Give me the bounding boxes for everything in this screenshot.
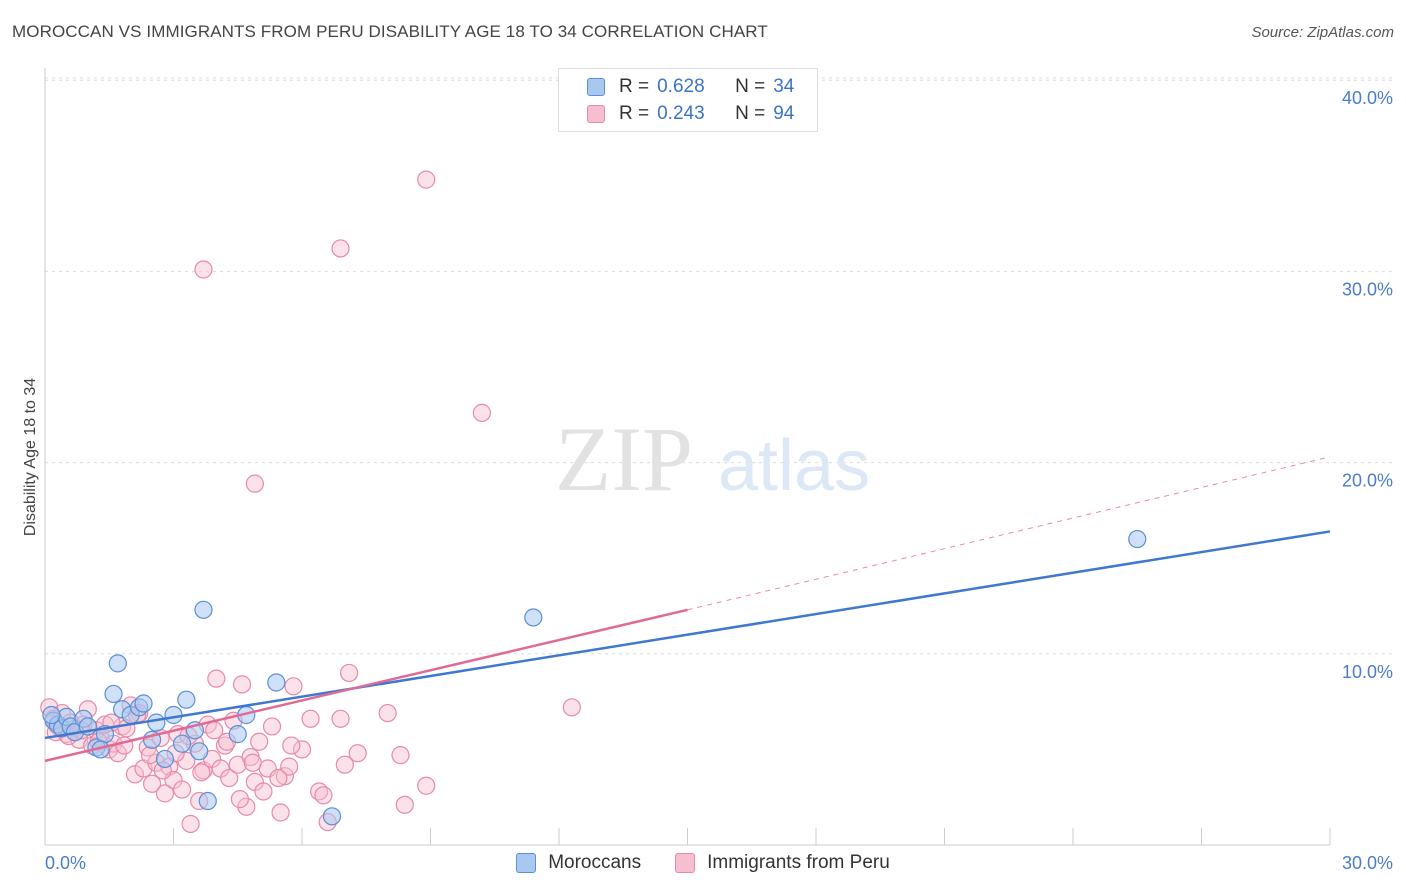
peru-point [142, 774, 162, 793]
peru-point [192, 763, 211, 782]
grid-lines [45, 77, 1392, 655]
legend-r-label: R = [619, 103, 650, 124]
peru-point [301, 709, 320, 728]
peru-point [417, 170, 436, 189]
tick-labels: 10.0% 20.0% 30.0% 40.0% 0.0% 30.0% [45, 88, 1393, 873]
peru-point [472, 403, 491, 422]
y-axis-label: Disability Age 18 to 34 [22, 378, 39, 536]
watermark-zip: ZIP [555, 408, 693, 510]
peru-points [40, 170, 581, 834]
peru-point [292, 740, 312, 759]
peru-point [194, 260, 213, 279]
legend-swatch-blue [516, 853, 537, 873]
peru-point [331, 239, 350, 258]
peru-point [378, 703, 397, 723]
legend-n-value: 94 [773, 103, 795, 124]
peru-point [232, 675, 252, 694]
source-credit: Source: ZipAtlas.com [1251, 24, 1394, 41]
peru-point [275, 767, 294, 786]
peru-point [207, 669, 226, 688]
legend-label-moroccans: Moroccans [548, 852, 642, 873]
moroccan-point [134, 694, 153, 713]
peru-point [280, 757, 299, 776]
peru-point [340, 663, 359, 683]
peru-point [269, 768, 288, 788]
moroccan-point [172, 734, 192, 753]
moroccan-point [104, 684, 123, 704]
series-legend: Moroccans Immigrants from Peru [0, 852, 1406, 874]
x-tick-label: 30.0% [1342, 853, 1393, 873]
peru-point [262, 717, 282, 736]
peru-point [172, 780, 192, 799]
peru-point [245, 474, 264, 493]
legend-swatch-pink [587, 105, 605, 123]
moroccan-point [147, 713, 166, 732]
chart-title: MOROCCAN VS IMMIGRANTS FROM PERU DISABIL… [12, 22, 768, 41]
peru-point [314, 786, 333, 805]
legend-swatch-blue [587, 78, 605, 96]
moroccan-point [177, 690, 196, 709]
moroccan-point [190, 742, 209, 761]
legend-n-label: N = [735, 103, 766, 124]
watermark: ZIP atlas [555, 408, 870, 510]
watermark-atlas: atlas [718, 426, 870, 506]
moroccan-trend-line [44, 530, 1331, 740]
legend-r-value: 0.243 [657, 103, 705, 124]
legend-row-moroccans: R = 0.628 N = 34 [587, 75, 794, 99]
peru-point [140, 746, 160, 765]
y-tick-label: 40.0% [1342, 88, 1393, 108]
peru-point [391, 746, 410, 765]
moroccan-point [524, 608, 543, 627]
moroccan-point [155, 749, 175, 769]
legend-item-peru: Immigrants from Peru [675, 852, 890, 874]
legend-label-peru: Immigrants from Peru [707, 852, 890, 873]
peru-point [243, 753, 262, 772]
peru-point [282, 736, 301, 755]
peru-point [220, 768, 239, 788]
legend-r-label: R = [619, 76, 650, 97]
peru-point [155, 784, 175, 803]
peru-point [181, 814, 200, 834]
peru-point [417, 776, 436, 795]
peru-point [335, 755, 354, 774]
moroccan-point [1128, 529, 1147, 549]
moroccan-point [164, 705, 183, 725]
peru-point [271, 803, 290, 822]
legend-swatch-pink [675, 853, 696, 873]
peru-point [250, 732, 269, 751]
peru-point [348, 744, 367, 763]
peru-point [395, 795, 414, 814]
y-tick-label: 10.0% [1342, 662, 1393, 682]
y-tick-label: 20.0% [1342, 471, 1393, 491]
y-tick-label: 30.0% [1342, 279, 1393, 299]
moroccan-point [198, 791, 217, 811]
trend-lines [44, 456, 1331, 763]
stats-legend: R = 0.628 N = 34 R = 0.243 N = 94 [558, 68, 818, 132]
x-tick-label: 0.0% [45, 853, 86, 873]
moroccan-point [42, 705, 61, 725]
peru-point [562, 698, 581, 717]
legend-n-value: 34 [773, 76, 795, 97]
peru-trend-line [44, 608, 688, 763]
peru-point [254, 782, 273, 801]
peru-point [331, 709, 350, 728]
legend-item-moroccans: Moroccans [516, 852, 641, 874]
legend-row-peru: R = 0.243 N = 94 [587, 102, 794, 126]
moroccan-point [108, 654, 127, 673]
moroccan-point [322, 807, 342, 826]
moroccan-point [267, 673, 286, 692]
peru-point [230, 790, 249, 809]
moroccan-point [194, 600, 213, 619]
moroccan-point [228, 725, 247, 744]
legend-r-value: 0.628 [657, 76, 705, 97]
legend-n-label: N = [735, 76, 766, 97]
peru-point [284, 677, 303, 696]
peru-trend-extension [687, 456, 1331, 611]
